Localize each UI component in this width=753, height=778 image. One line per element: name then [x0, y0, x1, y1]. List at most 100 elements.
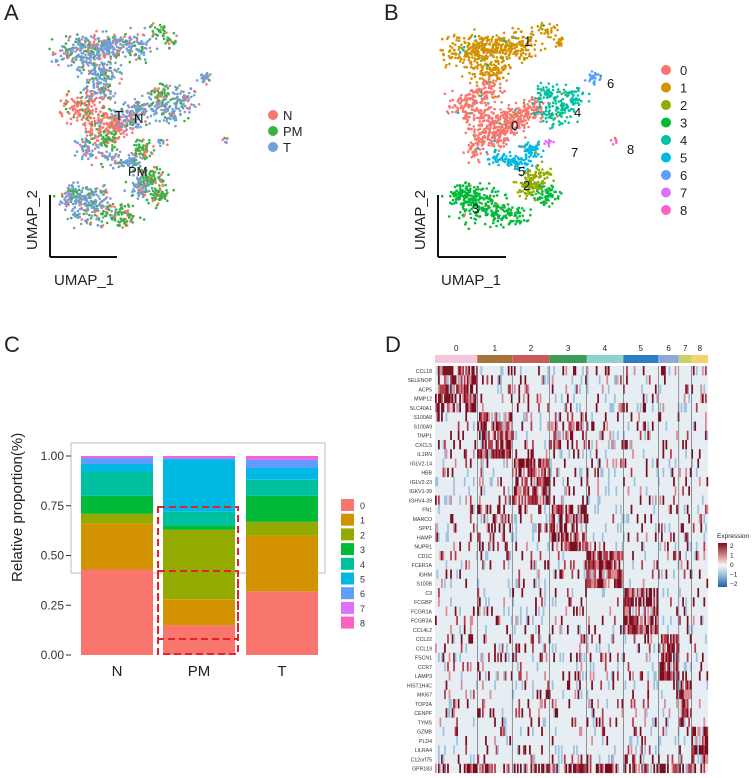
umap-point	[155, 167, 159, 171]
umap-point	[520, 61, 524, 65]
umap-point	[135, 58, 138, 61]
umap-point	[529, 173, 532, 177]
umap-point	[476, 158, 480, 162]
heatmap-cell	[504, 421, 507, 431]
umap-point	[225, 137, 228, 141]
heatmap-cell	[639, 430, 642, 441]
umap-point	[567, 93, 570, 97]
heatmap-cell	[500, 366, 502, 376]
heatmap-cell	[485, 421, 487, 431]
umap-point	[519, 30, 523, 34]
heatmap-cell	[651, 403, 654, 413]
umap-point	[475, 84, 479, 88]
umap-point	[169, 98, 172, 102]
umap-point	[552, 25, 556, 29]
umap-point	[138, 54, 141, 58]
cluster-legend-label-6: 6	[680, 168, 687, 183]
heatmap-cell	[595, 440, 598, 450]
heatmap-cell	[501, 449, 504, 459]
umap-point	[443, 92, 447, 96]
umap-point	[540, 160, 544, 164]
umap-point	[445, 63, 448, 67]
heatmap-cell	[586, 366, 589, 376]
heatmap-cell	[442, 384, 445, 394]
heatmap-cell	[527, 449, 530, 459]
umap-point	[503, 128, 506, 132]
umap-point	[484, 130, 488, 133]
umap-point	[453, 48, 456, 52]
umap-point	[145, 142, 149, 146]
umap-point	[533, 43, 537, 47]
heatmap-cell	[472, 421, 475, 431]
umap-point	[130, 158, 133, 161]
umap-point	[495, 34, 499, 37]
heatmap-cell	[627, 421, 630, 431]
umap-point	[77, 193, 81, 196]
heatmap-cell	[522, 393, 525, 404]
umap-point	[526, 103, 529, 106]
umap-point	[481, 209, 484, 212]
heatmap-cell	[497, 440, 499, 450]
umap-point	[87, 201, 90, 205]
umap-point	[85, 199, 89, 202]
heatmap-cell	[604, 412, 607, 422]
heatmap-cell	[538, 403, 540, 413]
umap-point	[450, 46, 454, 50]
heatmap-cell	[680, 403, 683, 413]
umap-point	[148, 46, 152, 50]
umap-point	[472, 114, 476, 117]
umap-point	[462, 151, 465, 154]
heatmap-cell	[576, 384, 578, 394]
umap-point	[499, 114, 503, 118]
bar-T-cluster-2	[246, 521, 318, 536]
cluster-legend-label-0: 0	[680, 63, 687, 78]
umap-point	[59, 99, 63, 102]
umap-point	[500, 111, 503, 115]
umap-point	[187, 98, 191, 101]
heatmap-cell	[480, 449, 483, 459]
umap-point	[526, 172, 530, 175]
umap-point	[127, 205, 131, 208]
umap-point	[58, 203, 62, 206]
umap-point	[141, 187, 145, 190]
umap-point	[467, 143, 471, 147]
umap-point	[163, 91, 166, 94]
umap-point	[489, 54, 492, 57]
heatmap-cell	[472, 366, 475, 376]
heatmap-cell	[483, 430, 486, 441]
umap-point	[539, 107, 543, 111]
heatmap-cell	[480, 366, 483, 376]
umap-point	[448, 201, 452, 204]
heatmap-cell	[527, 393, 530, 404]
umap-point	[490, 60, 493, 64]
umap-point	[453, 43, 457, 47]
umap-point	[93, 205, 96, 208]
heatmap-cell	[441, 393, 443, 404]
umap-point	[160, 82, 164, 86]
umap-point	[75, 195, 78, 199]
umap-point	[105, 82, 108, 86]
umap-point	[120, 46, 123, 50]
heatmap-cell	[451, 403, 454, 413]
heatmap-cell	[559, 449, 562, 459]
umap-point	[480, 206, 484, 210]
bar-N-cluster-8	[81, 456, 153, 457]
umap-point	[124, 32, 127, 36]
umap-point	[549, 173, 553, 176]
umap-point	[494, 95, 497, 98]
umap-b-annotation-8: 8	[627, 142, 634, 157]
umap-b-ylabel: UMAP_2	[412, 190, 429, 250]
umap-point	[73, 211, 77, 214]
heatmap-cell	[568, 449, 571, 459]
umap-point	[140, 180, 144, 184]
heatmap-cell	[565, 384, 568, 394]
umap-point	[470, 111, 473, 115]
umap-point	[493, 137, 497, 140]
umap-point	[98, 75, 102, 79]
umap-point	[120, 125, 124, 129]
umap-point	[104, 71, 108, 75]
heatmap-cell	[482, 449, 484, 459]
umap-point	[99, 91, 102, 95]
umap-point	[505, 79, 509, 82]
umap-point	[615, 141, 618, 144]
